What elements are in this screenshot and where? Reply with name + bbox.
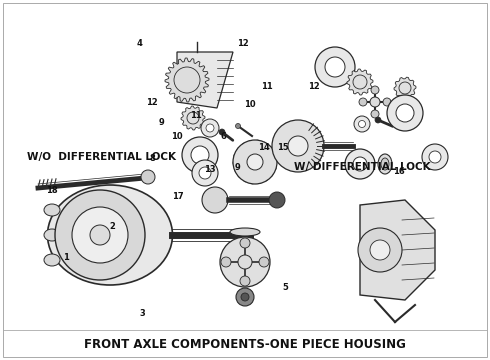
Text: 17: 17: [172, 192, 183, 201]
Text: 12: 12: [237, 39, 248, 48]
Text: W/ DIFFERENTIAL LOCK: W/ DIFFERENTIAL LOCK: [294, 162, 431, 172]
Circle shape: [353, 75, 367, 89]
Circle shape: [359, 98, 367, 106]
Circle shape: [358, 228, 402, 272]
Text: 11: 11: [261, 82, 273, 91]
Circle shape: [383, 98, 391, 106]
Text: 18: 18: [46, 186, 57, 195]
Circle shape: [370, 240, 390, 260]
Text: 15: 15: [277, 143, 289, 152]
Circle shape: [240, 238, 250, 248]
Circle shape: [241, 148, 269, 176]
Polygon shape: [181, 106, 205, 130]
Circle shape: [259, 257, 269, 267]
Circle shape: [182, 137, 218, 173]
Circle shape: [422, 144, 448, 170]
Circle shape: [187, 112, 199, 124]
Text: 12: 12: [308, 82, 319, 91]
Polygon shape: [360, 200, 435, 300]
Text: 8: 8: [149, 154, 155, 163]
Text: 10: 10: [244, 100, 256, 109]
Circle shape: [191, 146, 209, 164]
Text: 3: 3: [139, 309, 145, 318]
Circle shape: [399, 82, 411, 94]
Ellipse shape: [44, 254, 60, 266]
Circle shape: [236, 288, 254, 306]
Circle shape: [206, 124, 214, 132]
Circle shape: [354, 116, 370, 132]
Circle shape: [241, 293, 249, 301]
Circle shape: [396, 104, 414, 122]
Ellipse shape: [381, 158, 389, 170]
Ellipse shape: [44, 204, 60, 216]
Circle shape: [269, 192, 285, 208]
Text: 11: 11: [190, 111, 202, 120]
Text: 1: 1: [63, 253, 69, 262]
Text: 10: 10: [171, 132, 182, 141]
Circle shape: [233, 140, 277, 184]
Circle shape: [55, 190, 145, 280]
Polygon shape: [347, 69, 373, 95]
Text: 2: 2: [110, 222, 116, 231]
Circle shape: [141, 170, 155, 184]
Ellipse shape: [230, 228, 260, 236]
Text: 12: 12: [146, 98, 158, 107]
Text: 5: 5: [283, 284, 289, 292]
Circle shape: [221, 257, 231, 267]
Circle shape: [90, 225, 110, 245]
Circle shape: [371, 86, 379, 94]
Ellipse shape: [44, 229, 60, 241]
Text: 9: 9: [235, 163, 241, 172]
Text: 14: 14: [258, 143, 270, 152]
Circle shape: [199, 167, 211, 179]
Text: 4: 4: [137, 39, 143, 48]
Circle shape: [238, 255, 252, 269]
Circle shape: [371, 110, 379, 118]
Text: 6: 6: [220, 132, 226, 141]
Circle shape: [370, 97, 380, 107]
Polygon shape: [165, 58, 209, 102]
Circle shape: [345, 149, 375, 179]
Circle shape: [174, 67, 200, 93]
Circle shape: [272, 120, 324, 172]
Circle shape: [236, 123, 241, 129]
Text: 16: 16: [393, 166, 405, 176]
Text: 9: 9: [159, 118, 165, 127]
Circle shape: [192, 160, 218, 186]
Circle shape: [359, 121, 366, 127]
Text: 13: 13: [204, 165, 216, 174]
Circle shape: [375, 117, 381, 123]
Ellipse shape: [48, 185, 172, 285]
Text: FRONT AXLE COMPONENTS-ONE PIECE HOUSING: FRONT AXLE COMPONENTS-ONE PIECE HOUSING: [84, 338, 406, 351]
Circle shape: [247, 154, 263, 170]
Circle shape: [202, 187, 228, 213]
Circle shape: [72, 207, 128, 263]
Circle shape: [288, 136, 308, 156]
Circle shape: [201, 119, 219, 137]
Polygon shape: [233, 140, 277, 184]
Polygon shape: [394, 77, 416, 99]
Circle shape: [220, 237, 270, 287]
Circle shape: [219, 129, 225, 135]
Text: W/O  DIFFERENTIAL LOCK: W/O DIFFERENTIAL LOCK: [27, 152, 176, 162]
Circle shape: [429, 151, 441, 163]
Circle shape: [325, 57, 345, 77]
Circle shape: [387, 95, 423, 131]
Circle shape: [353, 157, 367, 171]
Polygon shape: [177, 52, 233, 108]
Circle shape: [315, 47, 355, 87]
Ellipse shape: [378, 154, 392, 174]
Circle shape: [240, 276, 250, 286]
